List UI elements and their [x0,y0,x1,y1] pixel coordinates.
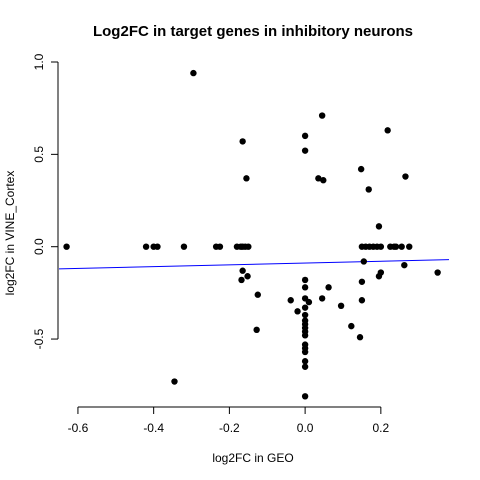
data-point [216,243,224,250]
data-point [315,175,322,182]
data-point [301,348,309,356]
x-tick-label: -0.4 [143,421,164,435]
data-point [171,378,178,385]
data-point [287,297,294,304]
data-point [244,273,251,280]
data-point [301,147,309,154]
data-point [180,243,188,250]
x-axis-label: log2FC in GEO [212,451,293,465]
data-point [337,302,345,310]
x-axis: -0.6 -0.4 -0.2 0.0 0.2 [68,406,390,435]
data-point [325,284,332,291]
data-point [384,127,391,134]
data-point [154,243,161,250]
y-axis-label: log2FC in VINE_Cortex [3,171,17,296]
data-point [294,308,301,315]
data-point [402,173,409,180]
x-tick-label: -0.2 [219,421,240,435]
data-point [301,284,309,291]
x-tick-label: -0.6 [68,421,89,435]
data-point [301,358,309,365]
plot-area [58,69,450,400]
data-point [301,311,309,319]
x-tick-label: 0.0 [297,421,314,435]
data-point [398,243,405,250]
data-point [375,223,383,230]
data-point [239,138,246,145]
data-point [253,326,260,334]
regression-line [58,259,450,270]
data-point [63,243,70,250]
data-point [301,393,309,400]
data-point [301,304,309,311]
data-point [377,243,385,250]
y-tick-label: 0.0 [32,238,46,255]
data-point [318,295,326,302]
data-point [239,267,246,274]
data-point [365,186,372,193]
data-point [301,276,309,284]
data-point [401,261,408,269]
data-point [360,258,368,265]
y-tick-label: 0.5 [32,146,46,163]
data-point [358,297,366,304]
data-point [377,269,385,276]
y-tick-label: -0.5 [32,328,46,349]
y-axis: -0.5 0.0 0.5 1.0 [32,53,59,349]
data-point [318,112,326,119]
data-point [301,132,309,140]
data-point [357,165,365,173]
data-point [305,298,313,306]
data-point [348,322,355,330]
data-point [245,243,252,250]
data-point [434,269,441,276]
data-point [142,243,150,250]
x-tick-label: 0.2 [373,421,390,435]
data-point [356,334,364,341]
data-point [254,291,261,298]
data-point [320,177,327,184]
data-point [190,69,197,77]
data-point [238,276,245,284]
data-point [406,243,413,250]
data-point [358,278,366,285]
data-point [301,363,309,370]
data-point [301,332,309,339]
data-point [243,175,250,182]
data-point [392,243,400,250]
chart-title: Log2FC in target genes in inhibitory neu… [93,23,413,40]
y-tick-label: 1.0 [32,53,46,70]
